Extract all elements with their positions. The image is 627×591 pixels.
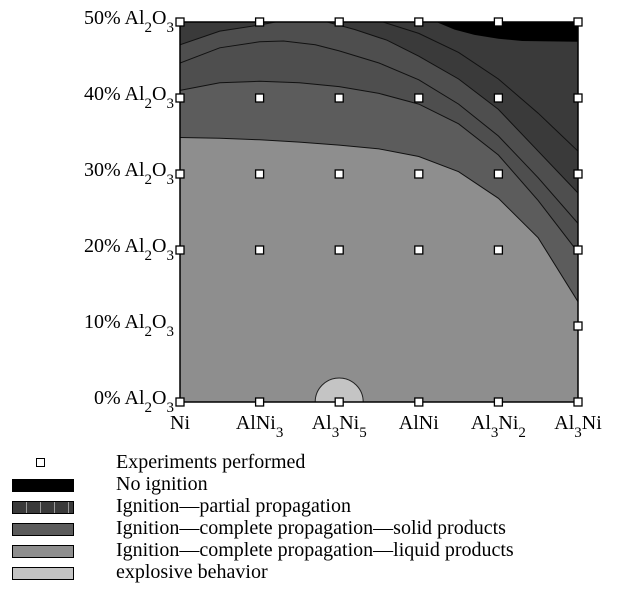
experiment-marker	[573, 245, 583, 255]
no-ignition-swatch	[12, 479, 74, 492]
legend-item-experiments: Experiments performed	[12, 451, 622, 474]
x-tick-label: Al3Ni	[554, 412, 602, 441]
region-liquid-products	[180, 137, 578, 402]
experiment-marker	[175, 245, 185, 255]
y-tick-label: 0% Al2O3	[94, 387, 174, 416]
x-tick-label: AlNi3	[236, 412, 284, 441]
region-boundary-line	[180, 40, 578, 224]
x-tick-label: AlNi	[399, 412, 439, 434]
legend-label-liquid-products: Ignition—complete propagation—liquid pro…	[116, 539, 514, 561]
experiment-marker	[254, 245, 265, 255]
y-tick-label: 30% Al2O3	[84, 159, 174, 188]
region-layer	[180, 22, 578, 402]
legend-item-partial-propagation: Ignition—partial propagation	[12, 495, 622, 518]
experiment-marker	[254, 397, 265, 407]
solid-products-swatch	[12, 523, 74, 536]
experiment-marker	[334, 17, 344, 27]
region-boundary-line	[180, 22, 276, 46]
experiment-marker	[414, 169, 424, 179]
experiment-marker	[334, 93, 344, 103]
legend-label-partial-propagation: Ignition—partial propagation	[116, 495, 351, 517]
x-axis-tick-labels: Ni AlNi3 Al3Ni5 AlNi Al3Ni2 Al3Ni	[170, 412, 602, 441]
experiment-markers	[175, 17, 583, 407]
experiment-marker	[493, 169, 504, 179]
legend-item-no-ignition: No ignition	[12, 473, 622, 496]
legend-label-no-ignition: No ignition	[116, 473, 208, 495]
experiment-marker	[254, 17, 265, 27]
ignition-map-chart: 0% Al2O3 10% Al2O3 20% Al2O3 30% Al2O3 40% A…	[84, 7, 602, 441]
experiment-marker	[175, 397, 185, 407]
experiment-marker	[414, 93, 424, 103]
experiment-marker	[493, 17, 504, 27]
y-tick-label: 50% Al2O3	[84, 7, 174, 36]
region-boundary-line	[180, 80, 578, 253]
region-no-ignition	[436, 22, 578, 42]
experiment-marker	[493, 93, 504, 103]
y-tick-label: 40% Al2O3	[84, 83, 174, 112]
experiment-marker	[573, 93, 583, 103]
region-boundary-line	[180, 137, 578, 302]
y-tick-label: 20% Al2O3	[84, 235, 174, 264]
region-boundary-line	[327, 22, 578, 194]
experiment-marker	[493, 245, 504, 255]
plot-border	[179, 21, 579, 403]
experiment-marker	[254, 169, 265, 179]
experiment-marker	[573, 17, 583, 27]
experiment-marker	[175, 93, 185, 103]
legend-item-explosive: explosive behavior	[12, 561, 622, 584]
x-tick-label: Al3Ni2	[471, 412, 526, 441]
region-explosive-behavior	[314, 377, 364, 402]
experiment-marker	[414, 397, 424, 407]
y-tick-label: 10% Al2O3	[84, 311, 174, 340]
experiment-marker	[573, 321, 583, 331]
experiment-marker	[175, 17, 185, 27]
y-axis-tick-labels: 0% Al2O3 10% Al2O3 20% Al2O3 30% Al2O3 40% A…	[84, 7, 174, 416]
experiment-marker	[414, 17, 424, 27]
x-tick-label: Ni	[170, 412, 190, 434]
x-tick-label: Al3Ni5	[312, 412, 367, 441]
legend-label-experiments: Experiments performed	[116, 451, 306, 473]
legend: Experiments performed No ignition Igniti…	[12, 451, 622, 584]
experiment-marker	[175, 169, 185, 179]
experiment-marker	[414, 245, 424, 255]
plot-frame	[179, 21, 579, 403]
experiment-marker	[493, 397, 504, 407]
legend-item-solid-products: Ignition—complete propagation—solid prod…	[12, 517, 622, 540]
experiment-marker	[573, 397, 583, 407]
partial-propagation-swatch	[12, 501, 74, 514]
legend-label-explosive: explosive behavior	[116, 561, 268, 583]
experiment-marker	[573, 169, 583, 179]
experiment-marker	[334, 245, 344, 255]
experiment-marker	[254, 93, 265, 103]
legend-label-solid-products: Ignition—complete propagation—solid prod…	[116, 517, 506, 539]
legend-item-liquid-products: Ignition—complete propagation—liquid pro…	[12, 539, 622, 562]
experiment-marker	[334, 169, 344, 179]
experiment-marker	[334, 397, 344, 407]
liquid-products-swatch	[12, 545, 74, 558]
experiment-marker-icon	[36, 458, 45, 467]
region-boundary-line	[382, 22, 578, 152]
explosive-swatch	[12, 567, 74, 580]
